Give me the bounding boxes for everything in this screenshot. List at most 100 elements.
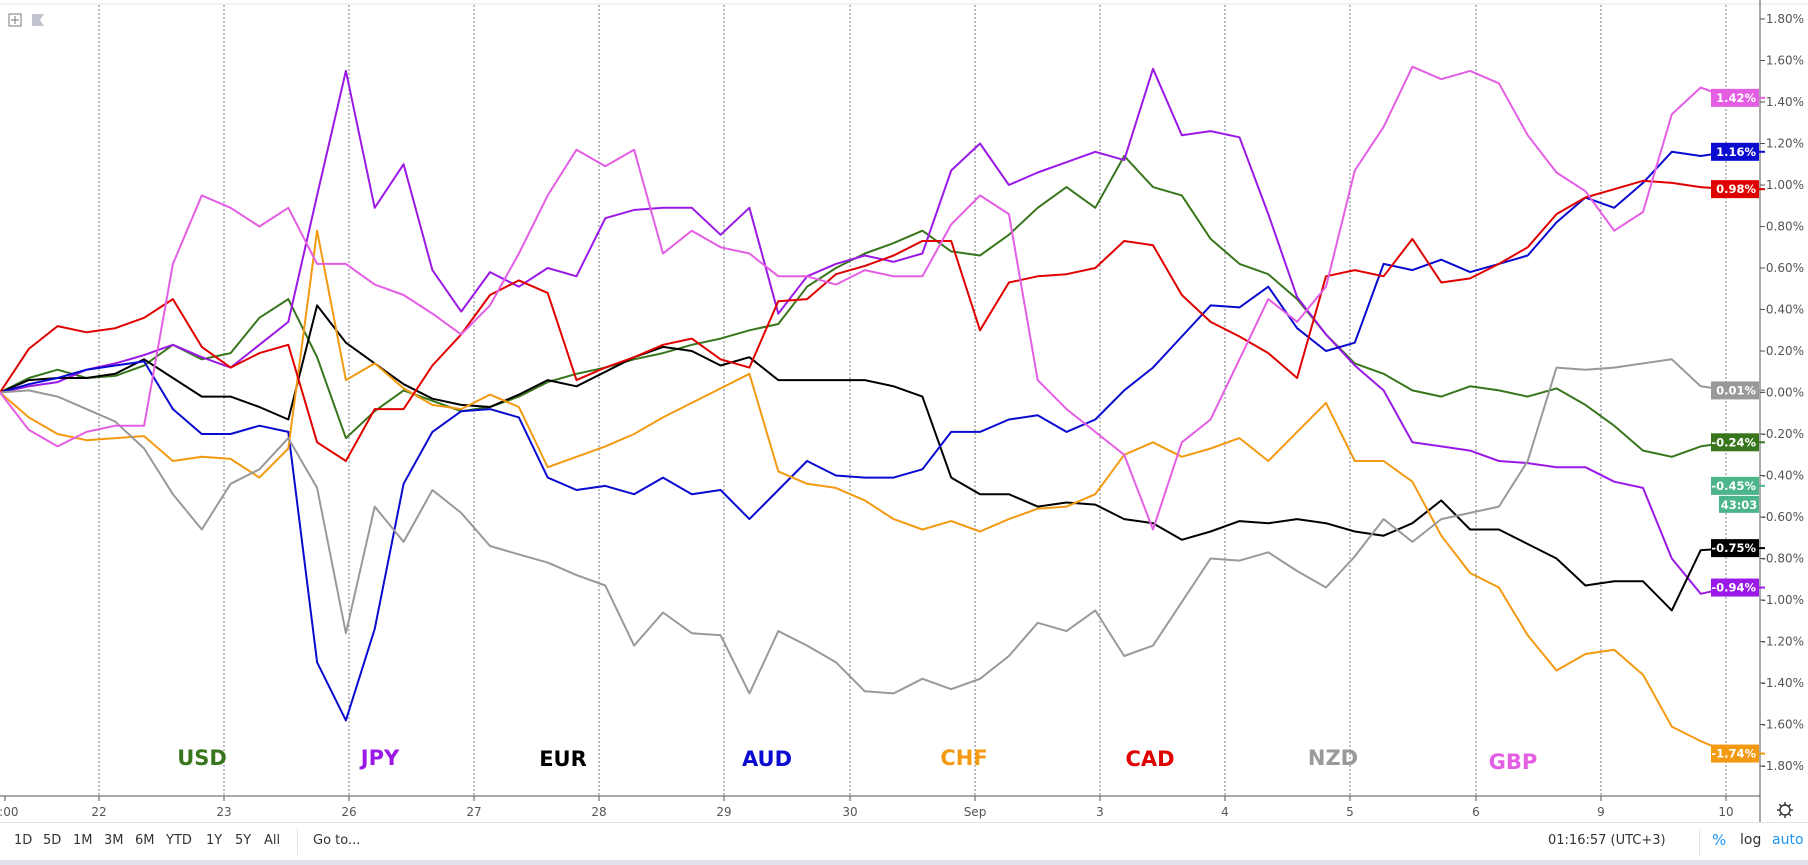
go-to-button[interactable]: Go to... [313, 833, 361, 848]
price-label-jpy: -0.94% [1711, 578, 1765, 597]
range-3m-button[interactable]: 3M [104, 833, 124, 848]
y-tick-label: -0.20% [1762, 427, 1804, 441]
countdown-label: 43:03 [1719, 495, 1759, 513]
range-5y-button[interactable]: 5Y [235, 833, 252, 848]
range-5d-button[interactable]: 5D [43, 833, 62, 848]
flag-icon[interactable] [32, 14, 44, 26]
price-label-cad-text: 0.98% [1716, 182, 1756, 196]
series-line-chf [0, 229, 1730, 755]
y-tick-label: 0.80% [1766, 220, 1804, 234]
y-tick-label: -1.00% [1762, 593, 1804, 607]
range-1d-button[interactable]: 1D [14, 833, 33, 848]
countdown-text: 43:03 [1721, 498, 1758, 512]
chart-top-icons [8, 12, 58, 34]
countdown-bg [1719, 495, 1759, 513]
y-tick-label: 1.40% [1766, 95, 1804, 109]
gear-tooth [1788, 813, 1792, 817]
toolbar-divider-right [1699, 829, 1700, 855]
price-label-eur-text: -0.75% [1711, 541, 1756, 555]
x-tick-label: 23 [216, 805, 231, 819]
price-label-nzd: 0.01% [1711, 381, 1765, 400]
price-label-aud-text: 1.16% [1716, 145, 1756, 159]
y-tick-label: 0.60% [1766, 261, 1804, 275]
price-label-aud-bg [1711, 142, 1759, 161]
top-icons [8, 13, 44, 27]
range-6m-button[interactable]: 6M [135, 833, 155, 848]
price-label-nzd-text: 0.01% [1716, 383, 1756, 397]
toolbar-divider [297, 829, 298, 855]
price-label-usd-text: -0.24% [1711, 435, 1756, 449]
range-all-button[interactable]: All [264, 833, 281, 848]
y-tick-label: 1.60% [1766, 54, 1804, 68]
chart-area[interactable]: 6:00 22 23 26 27 28 29 30 Sep 3 4 5 6 9 10 1.80% 1.60% 1.… [0, 0, 1808, 822]
x-tick-label: 28 [591, 805, 606, 819]
legend-label-gbp: GBP [1489, 750, 1538, 774]
x-tick-label: 5 [1346, 805, 1354, 819]
range-1y-button[interactable]: 1Y [206, 833, 223, 848]
y-tick-label: -1.40% [1762, 676, 1804, 690]
series-group [0, 65, 1730, 755]
y-tick-label: 0.20% [1766, 344, 1804, 358]
series-line-nzd [0, 358, 1730, 695]
y-tick-label: 0.40% [1766, 303, 1804, 317]
x-tick-label: 30 [842, 805, 857, 819]
range-ytd-button[interactable]: YTD [166, 833, 192, 848]
price-label-extra: -0.45% [1711, 476, 1765, 495]
x-tick-label: 27 [466, 805, 481, 819]
price-label-usd: -0.24% [1711, 433, 1765, 452]
x-tick-label: 26 [341, 805, 356, 819]
legend-label-jpy: JPY [359, 746, 400, 770]
price-label-cad: 0.98% [1711, 180, 1765, 199]
price-label-usd-bg [1711, 433, 1759, 452]
x-tick-label: 9 [1597, 805, 1605, 819]
x-tick-label: 10 [1718, 805, 1733, 819]
price-label-chf-bg [1711, 744, 1759, 763]
series-line-jpy [0, 67, 1730, 595]
settings-gear-icon[interactable] [1777, 802, 1793, 818]
price-label-eur: -0.75% [1711, 539, 1765, 558]
auto-scale-toggle[interactable]: auto [1772, 832, 1804, 848]
range-1m-button[interactable]: 1M [73, 833, 93, 848]
add-compare-icon[interactable] [8, 13, 22, 27]
gear-tooth [1788, 803, 1792, 807]
x-tick-label: 6:00 [0, 805, 18, 819]
y-tick-label: -0.60% [1762, 510, 1804, 524]
x-tick-label: 22 [91, 805, 106, 819]
log-scale-toggle[interactable]: log [1740, 832, 1762, 848]
x-tick-label: 3 [1096, 805, 1104, 819]
y-tick-label: -0.40% [1762, 469, 1804, 483]
price-label-cad-bg [1711, 180, 1759, 199]
legend-label-cad: CAD [1125, 747, 1174, 771]
series-line-gbp [0, 65, 1730, 531]
y-tick-label: -1.80% [1762, 759, 1804, 773]
series-line-eur [0, 304, 1730, 612]
price-label-extra-text: -0.45% [1711, 479, 1756, 493]
y-tick-label: -0.80% [1762, 552, 1804, 566]
price-label-nzd-bg [1711, 381, 1759, 400]
y-tick-label: -1.60% [1762, 718, 1804, 732]
y-tick-label: 1.20% [1766, 137, 1804, 151]
bottom-toolbar: 1D 5D 1M 3M 6M YTD 1Y 5Y All Go to... 01… [0, 822, 1808, 861]
price-label-chf-text: -1.74% [1711, 747, 1756, 761]
price-label-aud: 1.16% [1711, 142, 1765, 161]
price-label-jpy-bg [1711, 578, 1759, 597]
price-label-chf: -1.74% [1711, 744, 1765, 763]
price-label-gbp-bg [1711, 88, 1759, 107]
clock-timezone[interactable]: 01:16:57 (UTC+3) [1548, 833, 1666, 848]
series-line-cad [0, 179, 1730, 462]
y-tick-label: 1.80% [1766, 12, 1804, 26]
legend-label-chf: CHF [940, 746, 987, 770]
series-line-usd [0, 155, 1730, 458]
x-tick-label: Sep [964, 805, 987, 819]
legend-label-eur: EUR [539, 747, 587, 771]
legend-label-aud: AUD [742, 747, 792, 771]
price-label-extra-bg [1711, 476, 1759, 495]
y-tick-label: 1.00% [1766, 178, 1804, 192]
gear-tooth [1778, 803, 1782, 807]
series-line-aud [0, 150, 1730, 722]
x-tick-label: 6 [1472, 805, 1480, 819]
x-tick-label: 29 [716, 805, 731, 819]
percent-scale-toggle[interactable]: % [1712, 831, 1727, 849]
price-label-gbp-text: 1.42% [1716, 91, 1756, 105]
legend-label-nzd: NZD [1308, 746, 1358, 770]
